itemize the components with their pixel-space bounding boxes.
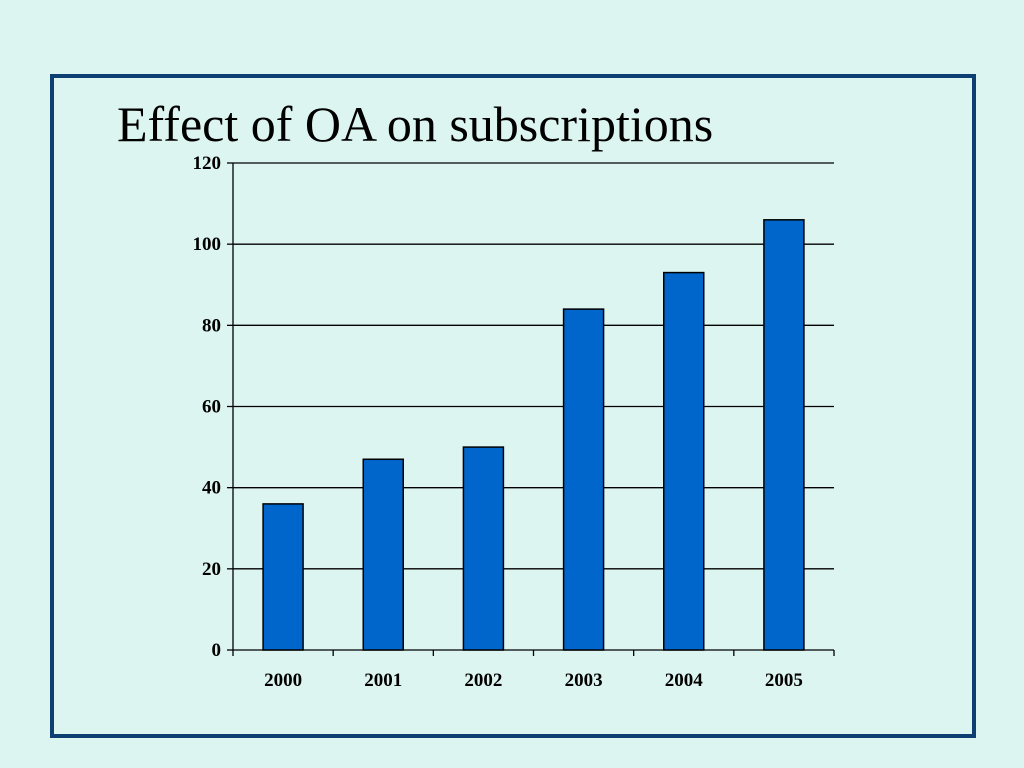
axes <box>227 162 835 656</box>
x-tick-label: 2004 <box>665 670 704 691</box>
tick-labels: 0 20 40 60 80 100 120 2000 2001 2002 2003 2004 2005 <box>193 153 803 691</box>
slide-title: Effect of OA on subscriptions <box>117 96 714 152</box>
y-tick-label: 40 <box>202 478 221 499</box>
bar-2004 <box>663 271 705 651</box>
x-tick-label: 2005 <box>765 670 803 691</box>
slide-frame <box>50 74 976 738</box>
y-tick-label: 100 <box>193 234 222 255</box>
bar-2005 <box>763 219 805 651</box>
bar-2002 <box>462 446 505 651</box>
gridlines <box>233 162 834 570</box>
x-tick-label: 2003 <box>565 670 603 691</box>
y-tick-label: 60 <box>202 397 221 418</box>
x-tick-label: 2001 <box>364 670 402 691</box>
bar-2003 <box>562 308 605 651</box>
x-tick-label: 2002 <box>464 670 502 691</box>
bar-2000 <box>262 503 304 651</box>
x-tick-label: 2000 <box>264 670 302 691</box>
y-tick-label: 0 <box>212 640 222 661</box>
y-tick-label: 80 <box>202 315 221 336</box>
bar-2001 <box>362 458 404 651</box>
bars <box>262 219 805 651</box>
y-tick-label: 20 <box>202 559 221 580</box>
y-tick-label: 120 <box>193 153 222 174</box>
